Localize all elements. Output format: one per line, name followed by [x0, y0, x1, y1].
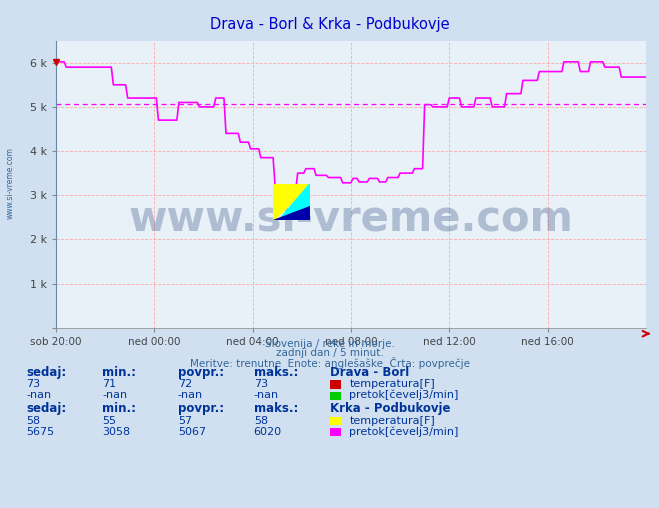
Text: Meritve: trenutne  Enote: anglešaške  Črta: povprečje: Meritve: trenutne Enote: anglešaške Črta…: [190, 357, 469, 369]
Text: Krka - Podbukovje: Krka - Podbukovje: [330, 402, 450, 416]
Text: Slovenija / reke in morje.: Slovenija / reke in morje.: [264, 339, 395, 349]
Text: Drava - Borl: Drava - Borl: [330, 366, 409, 379]
Text: maks.:: maks.:: [254, 402, 298, 416]
Text: sedaj:: sedaj:: [26, 366, 67, 379]
Text: 5067: 5067: [178, 427, 206, 437]
Text: -nan: -nan: [102, 390, 127, 400]
Text: 73: 73: [254, 379, 268, 389]
Polygon shape: [273, 206, 310, 220]
Text: sedaj:: sedaj:: [26, 402, 67, 416]
Text: 71: 71: [102, 379, 116, 389]
Polygon shape: [273, 184, 310, 220]
Text: 57: 57: [178, 416, 192, 426]
Text: www.si-vreme.com: www.si-vreme.com: [129, 198, 573, 240]
Text: -nan: -nan: [254, 390, 279, 400]
Text: 58: 58: [254, 416, 268, 426]
Text: 58: 58: [26, 416, 40, 426]
Text: povpr.:: povpr.:: [178, 366, 224, 379]
Text: -nan: -nan: [178, 390, 203, 400]
Text: min.:: min.:: [102, 402, 136, 416]
Text: 3058: 3058: [102, 427, 130, 437]
Text: temperatura[F]: temperatura[F]: [349, 379, 435, 389]
Text: 72: 72: [178, 379, 192, 389]
Text: zadnji dan / 5 minut.: zadnji dan / 5 minut.: [275, 348, 384, 358]
Text: temperatura[F]: temperatura[F]: [349, 416, 435, 426]
Text: 55: 55: [102, 416, 116, 426]
Text: Drava - Borl & Krka - Podbukovje: Drava - Borl & Krka - Podbukovje: [210, 17, 449, 32]
Text: 5675: 5675: [26, 427, 55, 437]
Text: maks.:: maks.:: [254, 366, 298, 379]
Text: pretok[čevelj3/min]: pretok[čevelj3/min]: [349, 426, 459, 437]
Text: 73: 73: [26, 379, 40, 389]
Polygon shape: [279, 184, 310, 220]
Text: min.:: min.:: [102, 366, 136, 379]
Text: 6020: 6020: [254, 427, 282, 437]
Text: pretok[čevelj3/min]: pretok[čevelj3/min]: [349, 390, 459, 400]
Text: povpr.:: povpr.:: [178, 402, 224, 416]
Text: -nan: -nan: [26, 390, 51, 400]
Text: www.si-vreme.com: www.si-vreme.com: [5, 147, 14, 219]
